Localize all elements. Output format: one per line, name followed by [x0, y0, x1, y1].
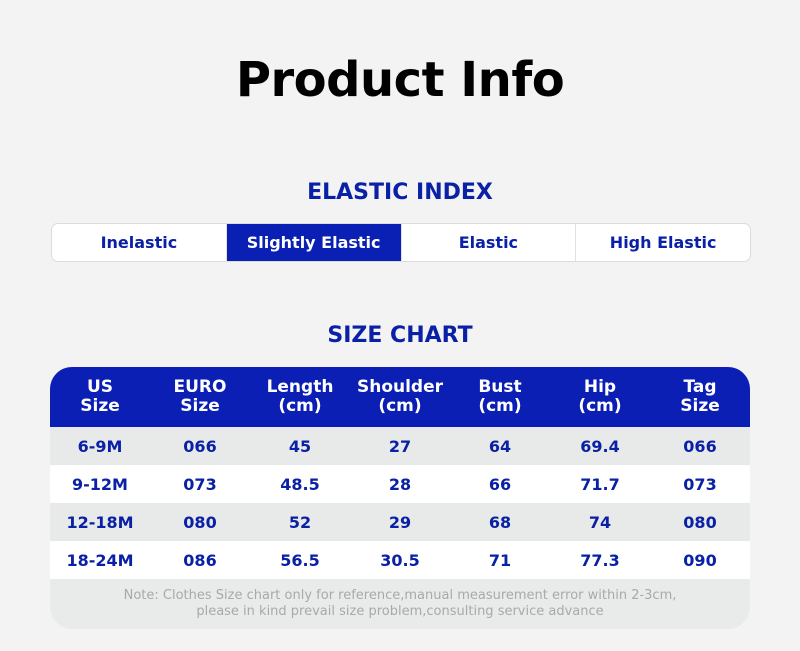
- table-cell: 27: [388, 436, 412, 456]
- size-chart-note: Note: Clothes Size chart only for refere…: [50, 588, 750, 620]
- table-row: 6-9M 066 45 27 64 69.4 066: [50, 427, 750, 465]
- table-cell: 64: [488, 436, 512, 456]
- table-cell: 28: [388, 474, 412, 494]
- size-chart-heading: SIZE CHART: [327, 323, 473, 348]
- table-cell: 080: [683, 512, 717, 532]
- table-cell: 45: [288, 436, 312, 456]
- table-cell: 6-9M: [77, 436, 123, 456]
- elastic-option-high-elastic: High Elastic: [609, 233, 717, 252]
- table-cell: 29: [388, 512, 412, 532]
- table-cell: 073: [183, 474, 217, 494]
- note-line-1: Note: Clothes Size chart only for refere…: [123, 588, 677, 603]
- table-cell: 30.5: [380, 550, 420, 570]
- size-chart-table: US Size EURO Size Length (cm) Shoulder (cm) …: [50, 367, 750, 629]
- elastic-option-slightly-elastic: Slightly Elastic: [226, 224, 402, 261]
- table-cell: 52: [288, 512, 312, 532]
- table-row: 9-12M 073 48.5 28 66 71.7 073: [50, 465, 750, 503]
- table-cell: 56.5: [280, 550, 320, 570]
- elastic-option-inelastic: Inelastic: [52, 224, 227, 261]
- table-cell: 073: [683, 474, 717, 494]
- table-cell: 66: [488, 474, 512, 494]
- table-cell: 71: [488, 550, 512, 570]
- column-header-hip: Hip (cm): [578, 377, 622, 416]
- table-cell: 066: [183, 436, 217, 456]
- page-title: Product Info: [235, 52, 565, 108]
- table-cell: 18-24M: [66, 550, 134, 570]
- table-cell: 71.7: [580, 474, 620, 494]
- table-cell: 68: [488, 512, 512, 532]
- elastic-option-elastic: Elastic: [402, 224, 577, 261]
- table-cell: 066: [683, 436, 717, 456]
- column-header-shoulder: Shoulder (cm): [356, 377, 444, 416]
- note-line-2: please in kind prevail size problem,cons…: [196, 604, 604, 619]
- table-cell: 77.3: [580, 550, 620, 570]
- table-row: 12-18M 080 52 29 68 74 080: [50, 503, 750, 541]
- elastic-index-heading: ELASTIC INDEX: [307, 180, 493, 205]
- column-header-tag-size: Tag Size: [680, 377, 720, 416]
- table-header-row: US Size EURO Size Length (cm) Shoulder (cm) …: [50, 367, 750, 427]
- column-header-length: Length (cm): [266, 377, 334, 416]
- table-cell: 086: [183, 550, 217, 570]
- table-cell: 9-12M: [72, 474, 128, 494]
- table-cell: 48.5: [280, 474, 320, 494]
- column-header-bust: Bust (cm): [478, 377, 522, 416]
- table-cell: 090: [683, 550, 717, 570]
- table-row: 18-24M 086 56.5 30.5 71 77.3 090: [50, 541, 750, 579]
- column-header-euro-size: EURO Size: [173, 377, 227, 416]
- table-cell: 080: [183, 512, 217, 532]
- table-cell: 74: [588, 512, 612, 532]
- elastic-index-bar: Inelastic Slightly Elastic Elastic High …: [51, 223, 751, 262]
- table-cell: 12-18M: [66, 512, 134, 532]
- column-header-us-size: US Size: [80, 377, 120, 416]
- table-cell: 69.4: [580, 436, 620, 456]
